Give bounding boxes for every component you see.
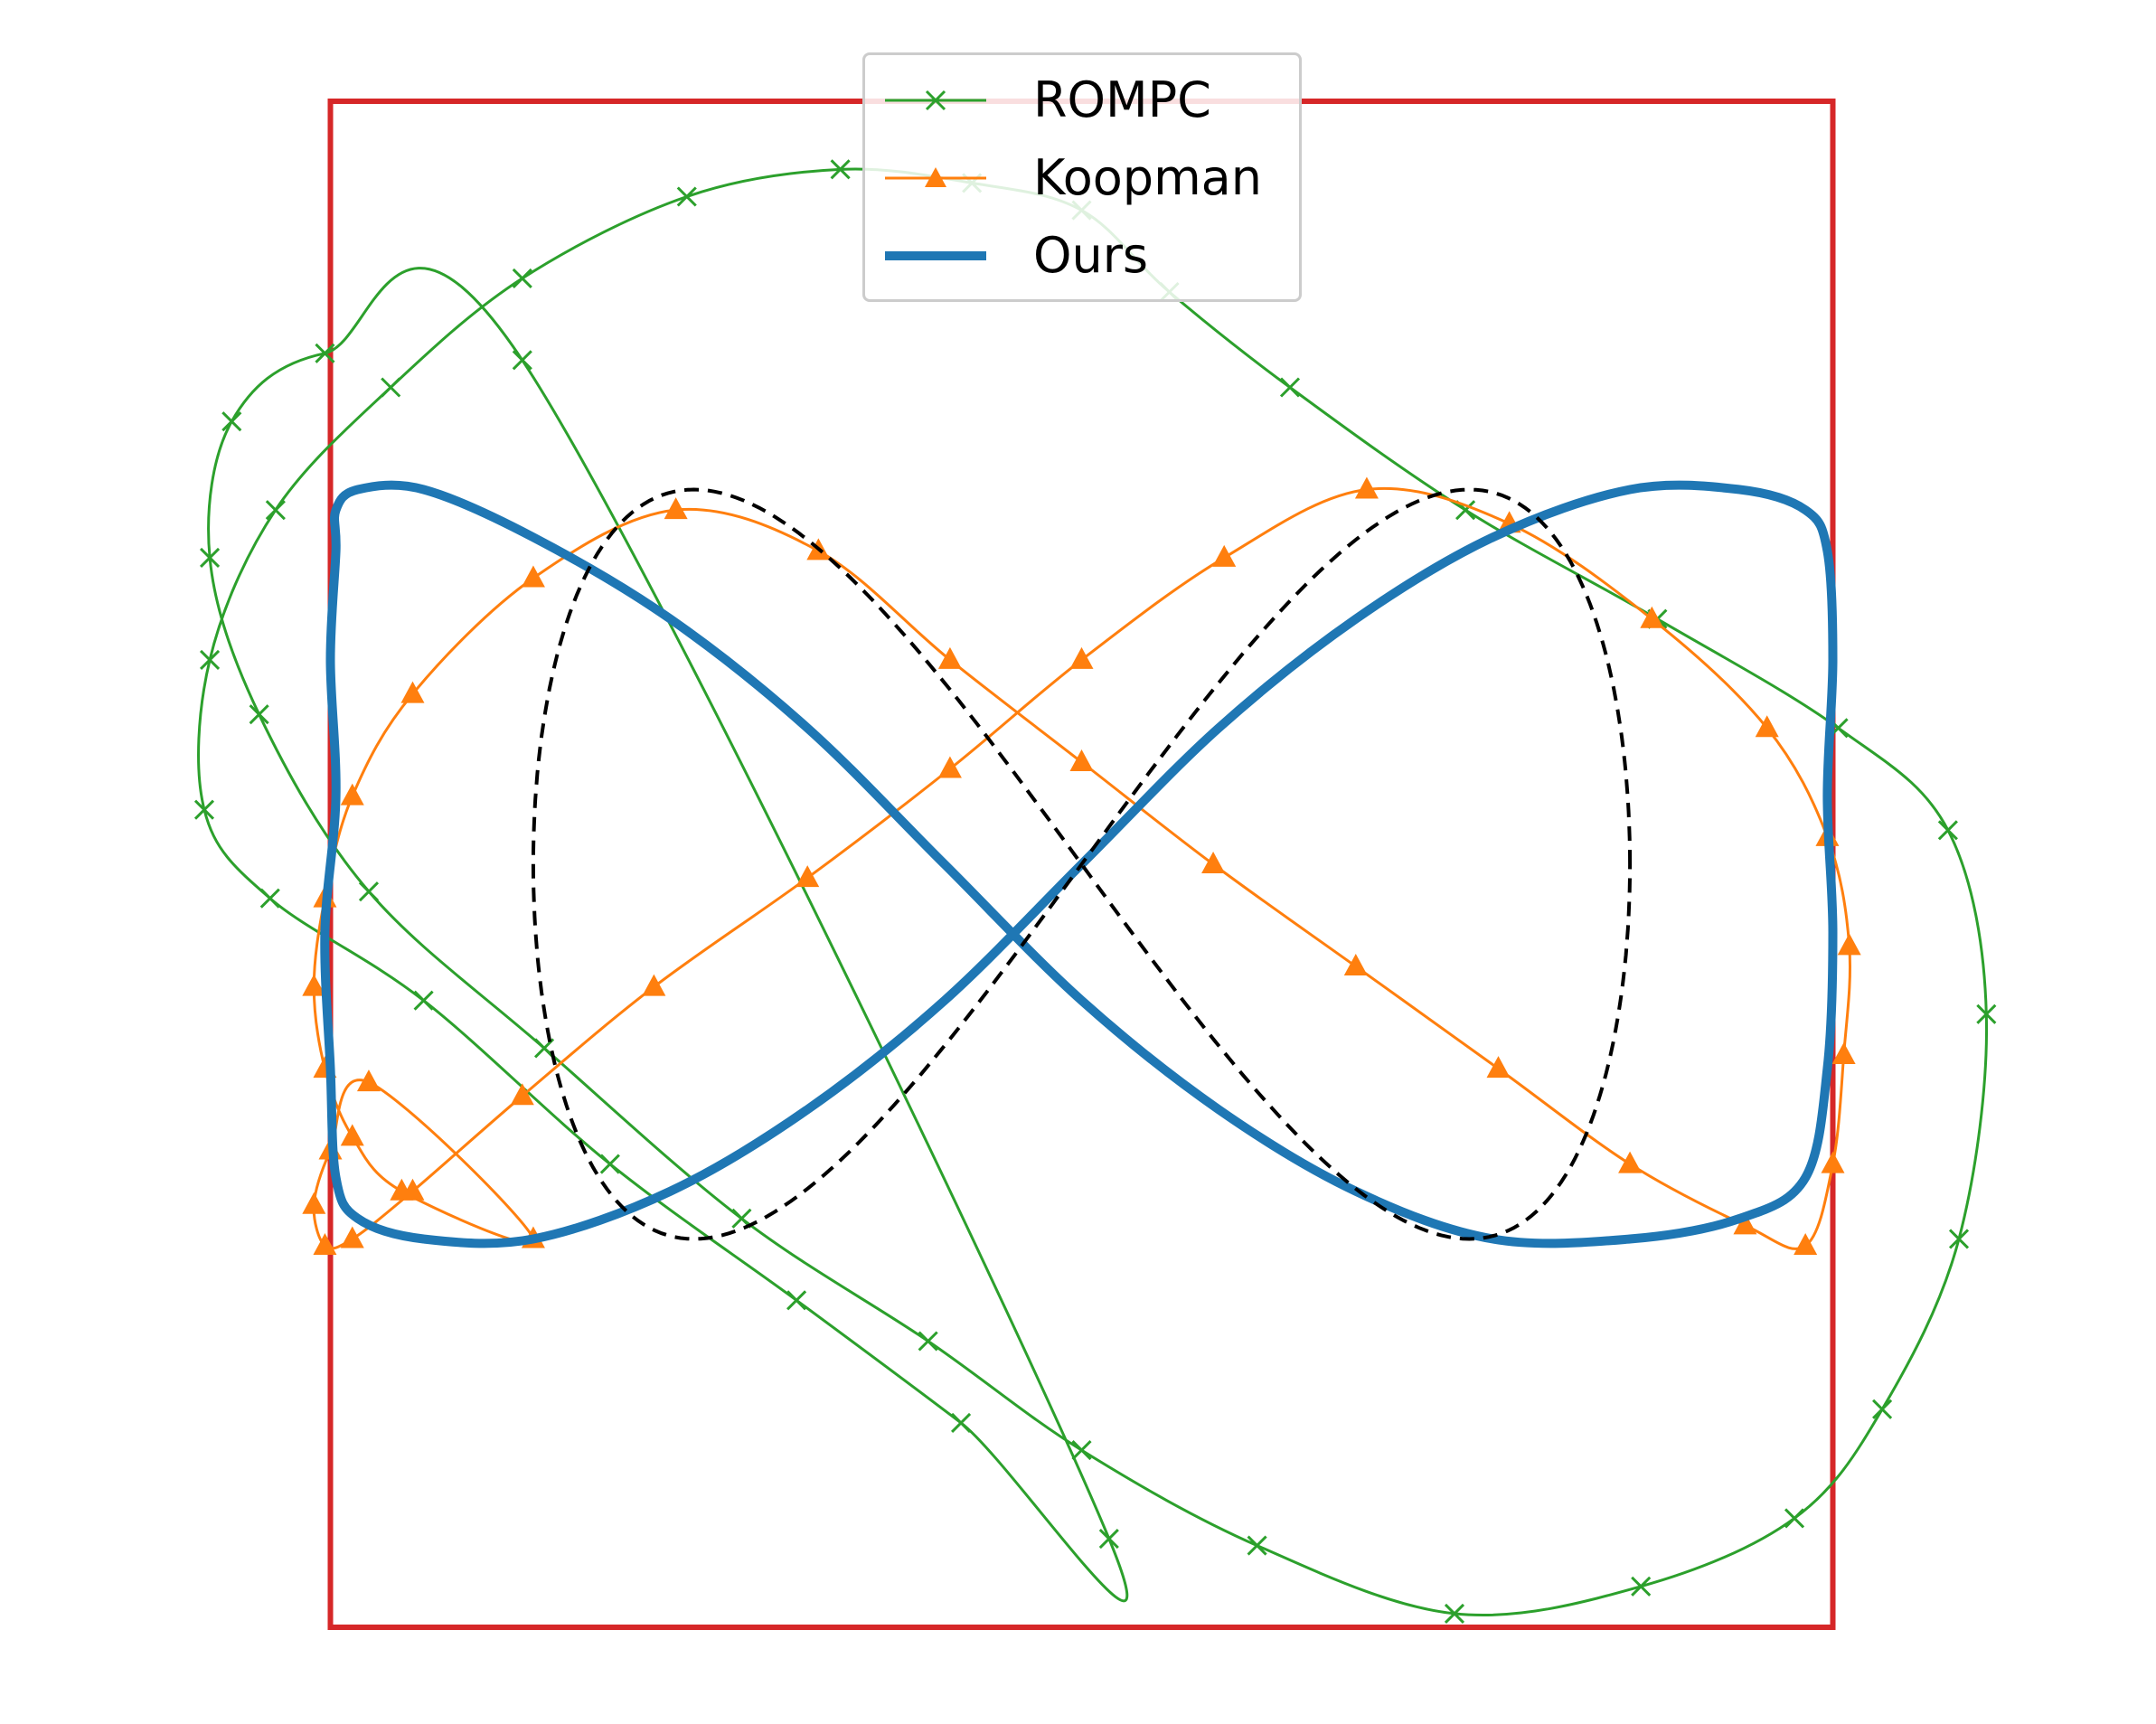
marker-koopman-36 <box>302 1192 326 1214</box>
marker-rompc-17 <box>1937 820 1958 841</box>
legend-entry-ours: Ours <box>865 220 1299 292</box>
marker-koopman-21 <box>1837 933 1861 956</box>
marker-rompc-32 <box>259 888 280 909</box>
marker-rompc-5 <box>358 881 380 902</box>
marker-koopman-12 <box>1069 749 1094 771</box>
legend-swatch-ours <box>885 251 986 260</box>
marker-koopman-13 <box>1201 852 1226 873</box>
marker-koopman-8 <box>521 565 545 588</box>
marker-rompc-37 <box>1098 1528 1119 1550</box>
chart-legend: ROMPC Koopman Ours <box>862 52 1302 302</box>
marker-rompc-10 <box>1247 1535 1267 1556</box>
marker-rompc-29 <box>265 500 286 521</box>
marker-rompc-28 <box>381 377 401 398</box>
marker-rompc-34 <box>599 1154 620 1174</box>
marker-koopman-32 <box>510 1083 534 1106</box>
marker-rompc-4 <box>249 704 269 725</box>
legend-entry-koopman: Koopman <box>865 142 1299 214</box>
marker-koopman-26 <box>1354 476 1379 499</box>
marker-rompc-21 <box>1279 377 1301 398</box>
marker-koopman-11 <box>937 646 962 669</box>
marker-rompc-8 <box>918 1331 938 1352</box>
marker-rompc-36 <box>950 1412 972 1433</box>
marker-koopman-17 <box>1733 1212 1757 1235</box>
marker-koopman-2 <box>340 1124 364 1146</box>
marker-koopman-14 <box>1343 954 1368 976</box>
marker-koopman-9 <box>664 497 688 520</box>
marker-rompc-3 <box>199 547 221 568</box>
marker-koopman-34 <box>340 1226 364 1248</box>
marker-rompc-2 <box>221 411 242 432</box>
marker-koopman-23 <box>1755 715 1779 738</box>
series-line-ours <box>320 480 1838 1248</box>
legend-swatch-rompc <box>885 89 986 111</box>
marker-koopman-35 <box>313 1233 337 1255</box>
legend-entry-rompc: ROMPC <box>865 64 1299 137</box>
marker-rompc-27 <box>512 268 532 288</box>
marker-rompc-15 <box>1948 1229 1970 1249</box>
legend-swatch-koopman <box>885 167 986 187</box>
marker-rompc-33 <box>413 990 434 1011</box>
marker-koopman-7 <box>400 681 425 703</box>
marker-koopman-28 <box>1069 646 1094 669</box>
marker-rompc-0 <box>512 350 532 371</box>
marker-koopman-16 <box>1618 1151 1643 1173</box>
marker-rompc-13 <box>1784 1508 1805 1529</box>
series-line-rompc <box>197 167 1989 1617</box>
legend-label-koopman: Koopman <box>1033 149 1262 206</box>
marker-rompc-31 <box>193 799 215 820</box>
marker-rompc-14 <box>1872 1399 1893 1419</box>
marker-koopman-6 <box>340 783 364 805</box>
marker-rompc-12 <box>1631 1576 1652 1597</box>
marker-rompc-1 <box>315 343 335 363</box>
marker-rompc-25 <box>830 159 851 180</box>
series-line-koopman <box>312 486 1852 1250</box>
marker-koopman-24 <box>1640 606 1664 628</box>
marker-koopman-30 <box>796 865 820 888</box>
marker-rompc-11 <box>1444 1603 1465 1624</box>
marker-rompc-30 <box>199 649 221 670</box>
marker-rompc-9 <box>1071 1440 1092 1461</box>
marker-koopman-33 <box>400 1178 425 1201</box>
marker-rompc-16 <box>1976 1003 1997 1024</box>
marker-koopman-4 <box>302 974 326 996</box>
marker-koopman-29 <box>937 756 962 778</box>
marker-koopman-27 <box>1212 544 1237 567</box>
reference-trajectory <box>531 487 1633 1241</box>
marker-koopman-15 <box>1486 1056 1511 1079</box>
marker-koopman-38 <box>356 1069 381 1092</box>
marker-koopman-20 <box>1831 1042 1856 1064</box>
legend-label-ours: Ours <box>1033 227 1149 284</box>
marker-rompc-35 <box>786 1290 807 1311</box>
marker-koopman-19 <box>1821 1151 1845 1173</box>
marker-koopman-31 <box>642 974 666 996</box>
marker-rompc-6 <box>533 1038 555 1059</box>
marker-rompc-26 <box>676 186 697 207</box>
legend-label-rompc: ROMPC <box>1033 71 1211 128</box>
marker-koopman-18 <box>1794 1233 1818 1255</box>
